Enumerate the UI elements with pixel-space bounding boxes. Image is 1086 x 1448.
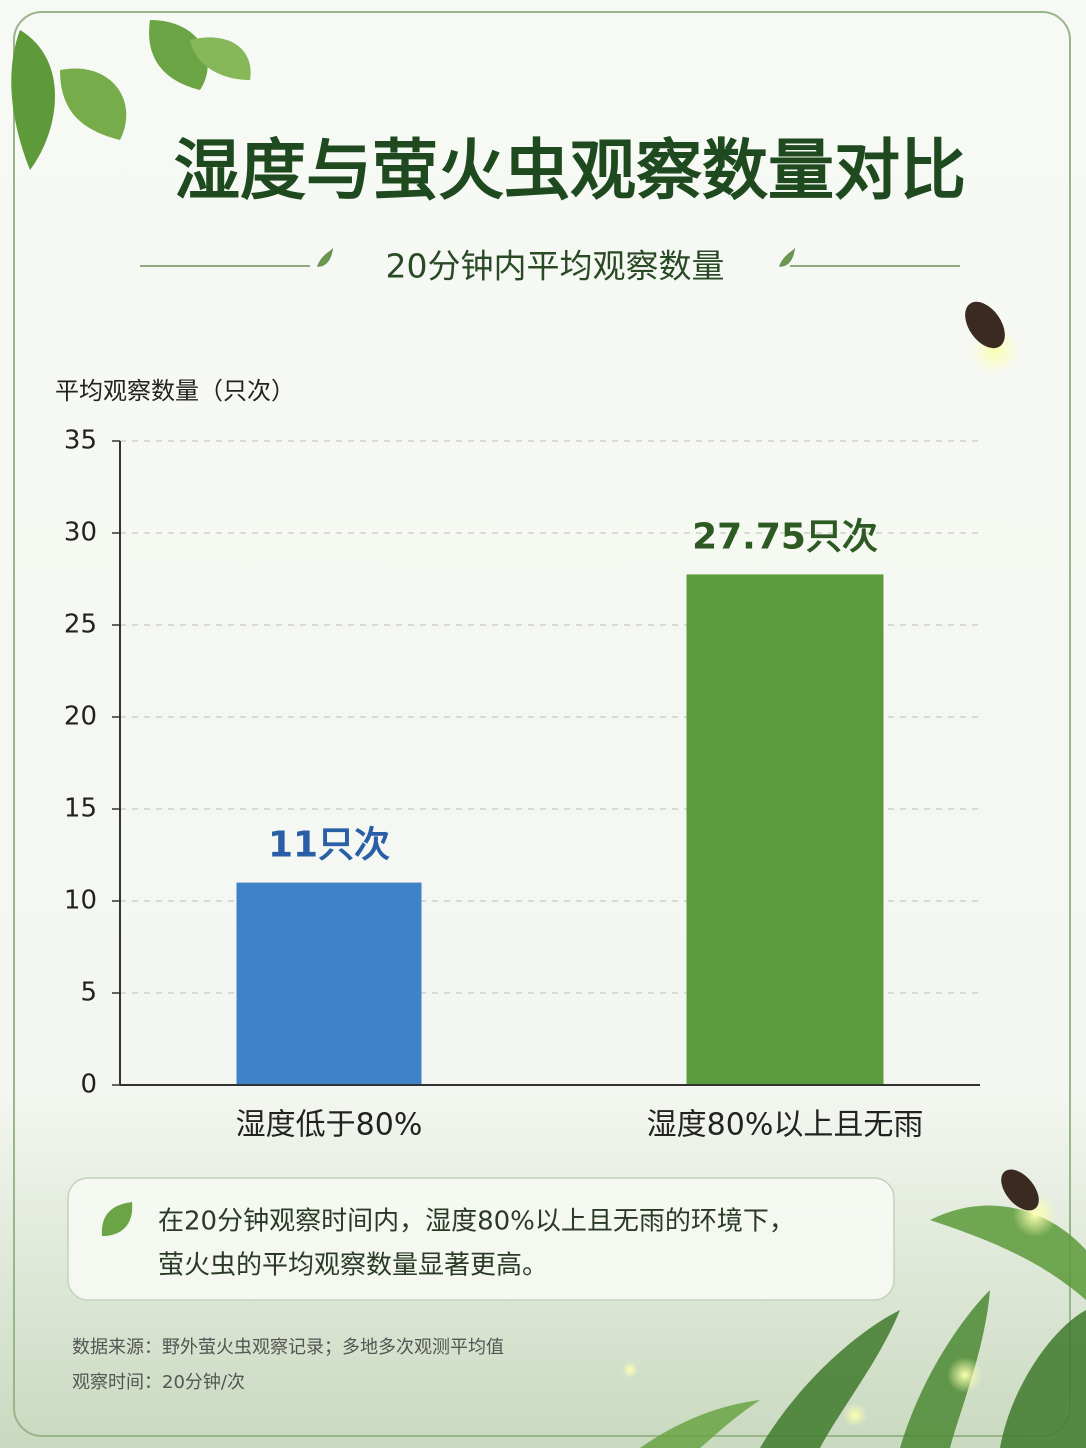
y-tick-label: 15: [64, 794, 97, 824]
x-tick-label: 湿度80%以上且无雨: [647, 1108, 924, 1143]
y-tick-label: 35: [64, 426, 97, 456]
note-box: [67, 1177, 895, 1301]
value-label: 11只次: [268, 825, 390, 866]
bar: [686, 574, 884, 1085]
footer-text: 观察时间：20分钟/次: [72, 1372, 245, 1393]
chart-subtitle: 20分钟内平均观察数量: [386, 247, 725, 286]
value-label: 27.75只次: [692, 516, 878, 557]
y-tick-label: 25: [64, 610, 97, 640]
y-tick-label: 10: [64, 886, 97, 916]
grass-decoration: [640, 1205, 1086, 1448]
y-axis-label: 平均观察数量（只次）: [55, 377, 295, 405]
y-tick-label: 20: [64, 702, 97, 732]
card-border: [13, 11, 1071, 1437]
note-text: 在20分钟观察时间内，湿度80%以上且无雨的环境下，: [158, 1207, 795, 1237]
note-leaf-icon: [101, 1202, 133, 1236]
note-text: 萤火虫的平均观察数量显著更高。: [158, 1251, 548, 1281]
fireflies-decoration: [622, 301, 1057, 1427]
y-tick-label: 0: [80, 1070, 97, 1100]
chart-title: 湿度与萤火虫观察数量对比: [174, 132, 966, 209]
subtitle-ornament: [140, 247, 960, 267]
y-tick-label: 30: [64, 518, 97, 548]
x-tick-label: 湿度低于80%: [236, 1108, 423, 1143]
footer-text: 数据来源：野外萤火虫观察记录；多地多次观测平均值: [72, 1337, 504, 1358]
leaves-decoration: [11, 20, 251, 170]
y-tick-label: 5: [80, 978, 97, 1008]
bar: [236, 882, 422, 1085]
